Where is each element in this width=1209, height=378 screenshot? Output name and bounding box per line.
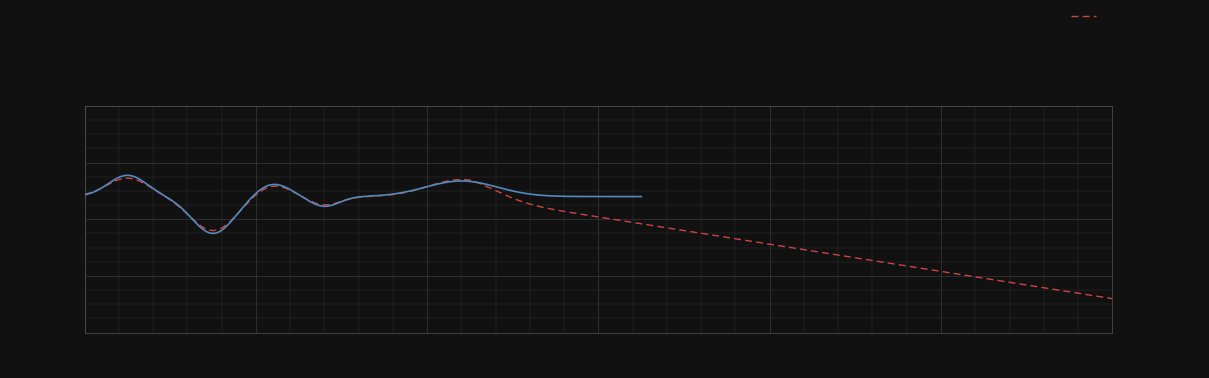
Legend: , : , xyxy=(1068,0,1107,25)
